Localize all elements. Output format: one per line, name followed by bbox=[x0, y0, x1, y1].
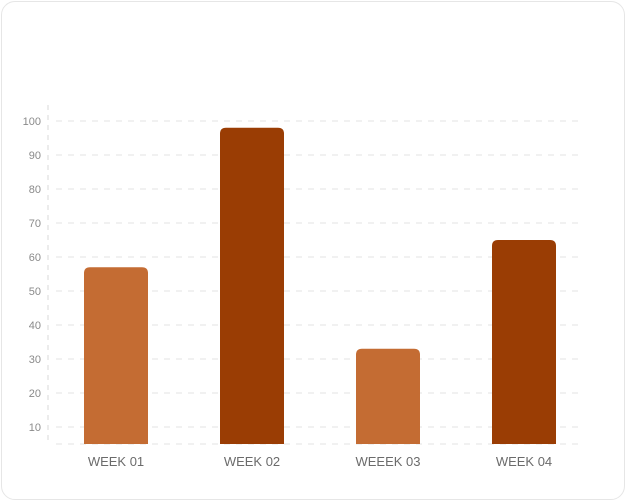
y-tick-label: 80 bbox=[29, 184, 41, 196]
bar-2[interactable] bbox=[220, 127, 284, 445]
x-axis-labels: WEEK 01 WEEK 02 WEEEK 03 WEEK 04 bbox=[88, 454, 552, 469]
y-tick-label: 10 bbox=[29, 422, 41, 434]
x-tick-label: WEEEK 03 bbox=[355, 454, 420, 469]
y-tick-label: 20 bbox=[29, 388, 41, 400]
x-tick-label: WEEK 04 bbox=[496, 454, 552, 469]
y-tick-label: 90 bbox=[29, 150, 41, 162]
y-tick-label: 70 bbox=[29, 218, 41, 230]
x-tick-label: WEEK 02 bbox=[224, 454, 280, 469]
y-tick-label: 30 bbox=[29, 354, 41, 366]
bar-4[interactable] bbox=[492, 240, 556, 444]
bar-3[interactable] bbox=[356, 348, 420, 444]
bar-1[interactable] bbox=[84, 267, 148, 444]
y-tick-label: 100 bbox=[23, 116, 41, 128]
x-tick-label: WEEK 01 bbox=[88, 454, 144, 469]
y-tick-label: 50 bbox=[29, 286, 41, 298]
y-axis-ticks: 10 20 30 40 50 60 70 80 90 100 bbox=[23, 116, 41, 434]
y-tick-label: 40 bbox=[29, 320, 41, 332]
bars bbox=[84, 127, 556, 445]
y-tick-label: 60 bbox=[29, 252, 41, 264]
